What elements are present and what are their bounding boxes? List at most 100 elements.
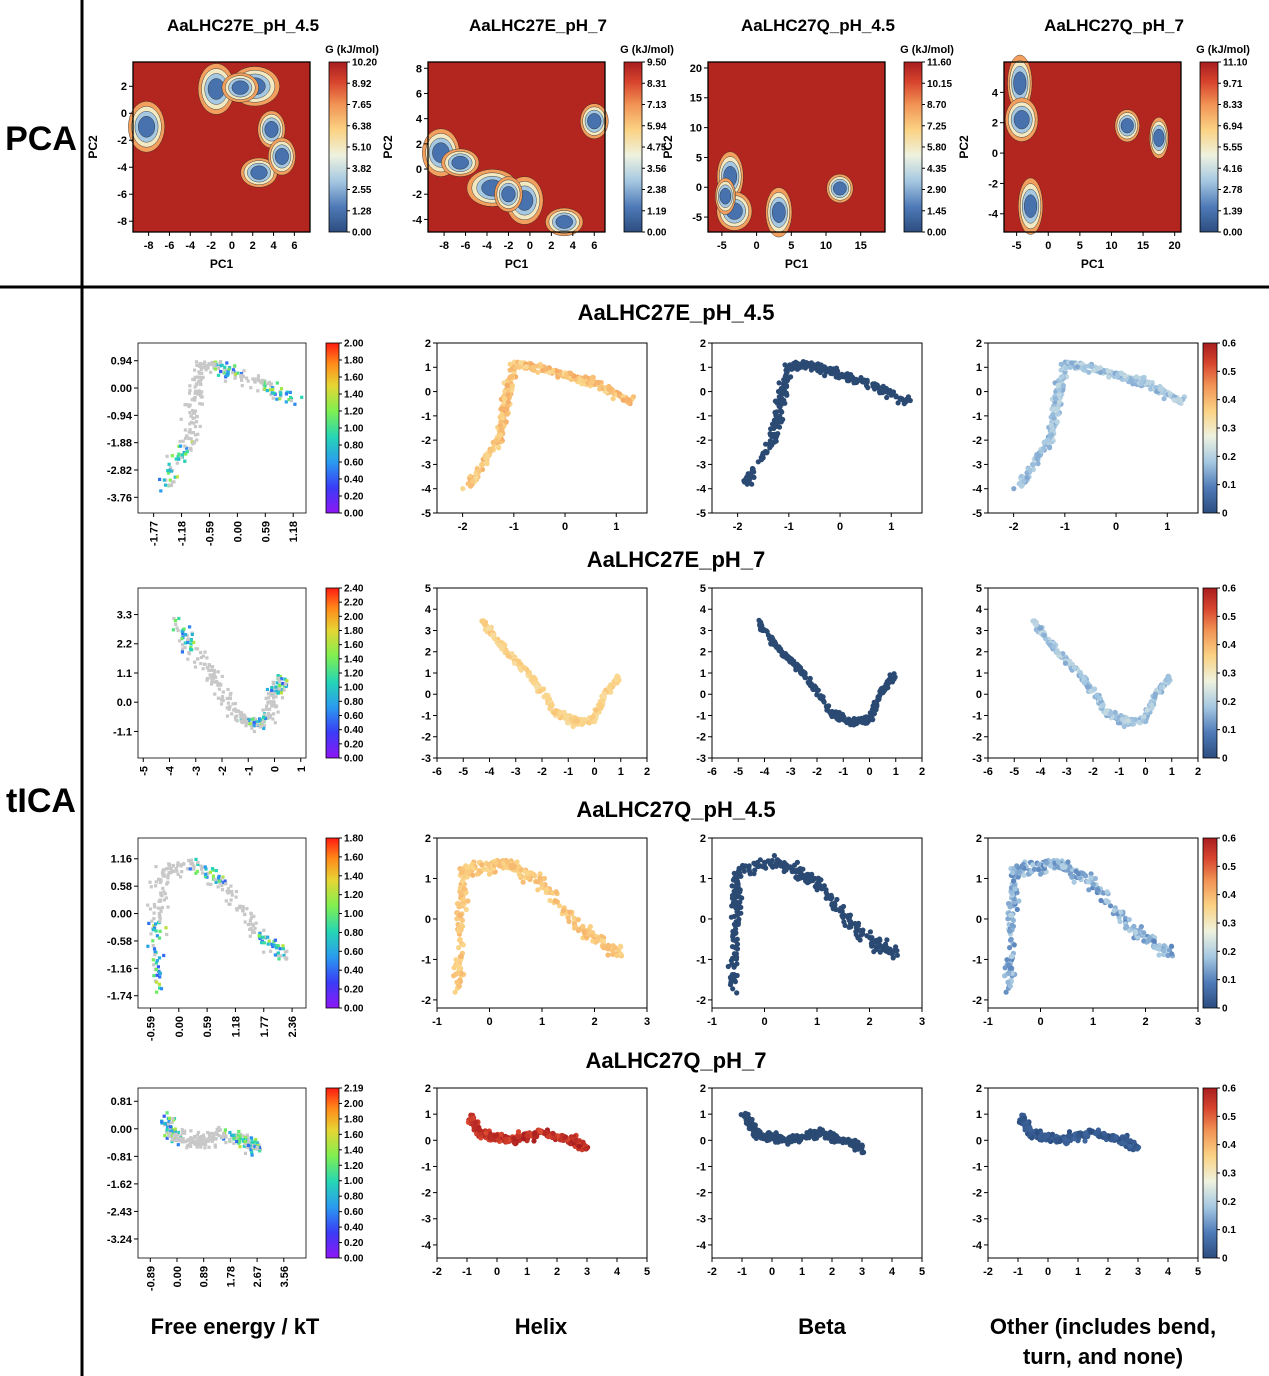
scatter-point <box>870 717 876 723</box>
y-tick-label: -8 <box>117 216 127 228</box>
scatter-point <box>892 674 898 680</box>
fes-bin <box>156 906 160 910</box>
scatter-point <box>1016 481 1022 487</box>
fes-bin <box>185 450 189 454</box>
x-tick-label: 2 <box>866 1016 872 1028</box>
fes-bin <box>249 1142 253 1146</box>
y-tick-label: 0 <box>700 689 706 701</box>
fes-bin <box>247 718 251 722</box>
fes-bin <box>234 890 238 894</box>
x-tick-label: 5 <box>644 1266 650 1278</box>
fes-basin <box>231 80 249 95</box>
scatter-point <box>1138 924 1144 930</box>
fes-basin <box>772 201 786 223</box>
fes-bin <box>158 971 162 975</box>
y-tick-label: 1 <box>976 873 982 885</box>
scatter-point <box>1126 917 1132 923</box>
fes-bin <box>226 701 230 705</box>
fes-bin <box>214 679 218 684</box>
colorbar-tick-label: 1.19 <box>647 206 667 217</box>
fes-bin <box>233 702 237 706</box>
colorbar-title: G (kJ/mol) <box>900 44 954 56</box>
y-tick-label: -0.94 <box>107 410 133 422</box>
scatter-point <box>504 382 510 388</box>
fes-bin <box>169 867 173 871</box>
scatter-point <box>734 990 740 996</box>
scatter-point <box>617 943 624 949</box>
scatter-point <box>853 377 860 383</box>
scatter-point <box>571 925 578 931</box>
fes-bin <box>183 444 187 448</box>
scatter-point <box>1091 367 1097 374</box>
scatter-point <box>853 929 859 935</box>
colorbar-tick-label: 0.40 <box>344 475 364 486</box>
fes-bin <box>228 693 232 697</box>
fes-bin <box>239 1136 243 1140</box>
fes-bin <box>244 716 248 720</box>
x-tick-label: 1 <box>524 1266 530 1278</box>
fes-bin <box>212 680 216 684</box>
y-tick-label: 0.81 <box>111 1096 132 1108</box>
scatter-point <box>800 359 806 365</box>
fes-bin <box>273 721 277 725</box>
scatter-point <box>1122 925 1129 931</box>
fes-bin <box>255 722 259 726</box>
scatter-point <box>1125 718 1131 724</box>
fes-bin <box>235 714 239 718</box>
fes-bin <box>275 681 279 685</box>
y-tick-label: 1 <box>425 873 431 885</box>
scatter-point <box>772 409 778 416</box>
fes-bin <box>174 457 178 461</box>
y-tick-label: 0.00 <box>111 1124 132 1136</box>
fes-bin <box>167 462 171 466</box>
scatter-point <box>741 868 748 874</box>
scatter-point <box>734 936 740 942</box>
fes-bin <box>226 687 230 692</box>
colorbar-tick-label: 0.20 <box>344 985 364 996</box>
y-tick-label: -4 <box>696 484 707 496</box>
x-tick-label: 0.59 <box>260 521 272 542</box>
scatter-point <box>624 397 630 403</box>
x-tick-label: 0 <box>591 766 597 778</box>
colorbar-tick-label: 0 <box>1222 509 1228 520</box>
scatter-point <box>1009 890 1015 896</box>
y-tick-label: -1 <box>421 1161 431 1173</box>
scatter-point <box>485 866 491 873</box>
scatter-point <box>503 419 509 425</box>
scatter-point <box>1065 859 1071 865</box>
scatter-point <box>860 719 866 725</box>
fes-bin <box>203 1140 207 1145</box>
fes-bin <box>250 922 255 926</box>
y-tick-label: 0 <box>425 689 431 701</box>
scatter-point <box>505 653 511 659</box>
scatter-point <box>518 873 524 880</box>
x-tick-label: 20 <box>1169 240 1181 252</box>
scatter-point <box>451 973 457 979</box>
fes-bin <box>209 370 213 374</box>
scatter-point <box>456 945 462 951</box>
fes-bin <box>204 867 208 871</box>
fes-bin <box>186 640 190 645</box>
fes-bin <box>188 411 192 415</box>
plot-frame <box>137 342 307 514</box>
scatter-point <box>1054 419 1060 425</box>
scatter-point <box>504 406 510 412</box>
fes-bin <box>213 362 217 366</box>
colorbar-tick-label: 7.65 <box>352 100 372 111</box>
x-tick-label: 2 <box>548 240 554 252</box>
colorbar-tick-label: 0.6 <box>1222 834 1236 845</box>
y-tick-label: -1 <box>421 411 431 423</box>
colorbar-tick-label: 3.56 <box>647 164 667 175</box>
y-axis-label: PC2 <box>381 135 395 159</box>
plot-frame <box>987 837 1199 1009</box>
x-tick-label: 3 <box>919 1016 925 1028</box>
scatter-point <box>516 864 522 870</box>
y-tick-label: -2 <box>421 732 431 744</box>
y-tick-label: -1 <box>972 954 982 966</box>
scatter-point <box>878 690 884 696</box>
fes-bin <box>269 693 273 697</box>
scatter-point <box>575 917 581 923</box>
fes-bin <box>279 387 284 391</box>
colorbar-tick-label: 0.40 <box>344 1223 364 1234</box>
x-tick-label: 1 <box>888 521 894 533</box>
